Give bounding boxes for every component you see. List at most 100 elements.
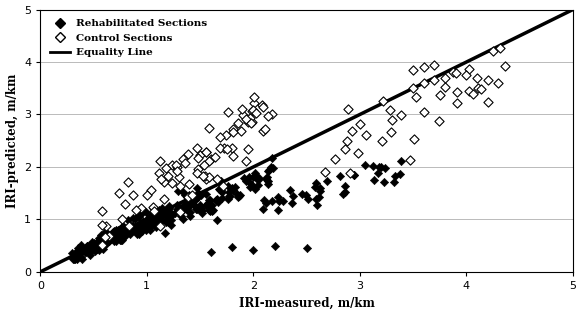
Point: [119, 225, 128, 230]
Point: [162, 210, 172, 215]
Point: [192, 206, 201, 211]
Point: [184, 181, 194, 186]
Point: [98, 236, 107, 241]
Point: [216, 146, 225, 151]
Point: [205, 198, 215, 203]
Point: [102, 236, 111, 241]
Point: [142, 217, 151, 222]
Point: [390, 174, 399, 179]
Point: [165, 210, 175, 215]
Point: [126, 232, 135, 237]
Point: [311, 197, 320, 202]
Point: [101, 234, 110, 239]
Point: [181, 161, 190, 166]
Point: [97, 240, 107, 245]
Point: [197, 209, 206, 214]
Point: [361, 132, 371, 137]
Point: [76, 242, 86, 247]
Point: [127, 227, 137, 232]
Point: [483, 100, 492, 105]
Point: [249, 94, 258, 100]
Point: [368, 164, 377, 169]
Point: [118, 235, 127, 240]
Point: [128, 227, 137, 232]
Point: [97, 223, 107, 228]
Point: [159, 180, 169, 185]
Point: [192, 170, 201, 175]
Point: [279, 198, 288, 203]
Point: [141, 227, 150, 232]
Point: [219, 184, 228, 189]
Point: [164, 206, 173, 211]
Point: [187, 194, 196, 199]
Point: [172, 164, 181, 169]
Point: [77, 256, 86, 261]
Point: [315, 186, 325, 191]
Point: [167, 180, 176, 185]
Point: [196, 205, 205, 210]
Point: [174, 175, 183, 180]
Point: [118, 224, 127, 229]
Point: [462, 73, 471, 78]
Point: [101, 241, 111, 246]
Point: [242, 158, 251, 163]
Point: [322, 178, 332, 183]
Point: [125, 223, 134, 228]
Point: [122, 227, 131, 232]
Point: [346, 170, 355, 175]
Point: [90, 247, 100, 252]
Point: [71, 253, 80, 258]
Point: [258, 128, 267, 133]
Point: [203, 201, 212, 206]
Point: [223, 109, 233, 114]
Point: [464, 67, 473, 72]
Point: [109, 238, 119, 243]
Point: [143, 220, 152, 225]
Point: [173, 203, 182, 208]
Point: [160, 196, 169, 201]
Point: [250, 171, 260, 176]
Point: [155, 208, 164, 213]
Point: [97, 240, 107, 245]
Point: [166, 218, 175, 223]
Point: [200, 163, 209, 168]
Point: [196, 152, 205, 158]
Point: [360, 163, 370, 168]
Point: [85, 253, 94, 258]
Point: [92, 247, 101, 252]
Point: [178, 209, 187, 214]
Point: [113, 234, 123, 239]
Point: [177, 205, 186, 210]
Point: [135, 221, 144, 226]
Point: [304, 197, 313, 202]
Point: [162, 212, 171, 217]
Point: [129, 192, 138, 198]
Point: [206, 249, 215, 255]
Point: [175, 209, 184, 214]
Point: [452, 100, 462, 106]
Point: [340, 183, 349, 188]
Point: [441, 84, 450, 89]
Point: [340, 189, 350, 194]
Point: [268, 112, 277, 117]
Point: [162, 215, 172, 220]
Point: [132, 231, 141, 236]
Point: [138, 219, 147, 224]
Point: [246, 116, 255, 121]
Point: [100, 237, 109, 242]
Point: [181, 200, 190, 205]
Point: [192, 146, 201, 151]
Point: [115, 238, 124, 243]
Point: [166, 223, 176, 228]
Point: [120, 202, 130, 207]
Point: [264, 113, 273, 118]
Point: [288, 193, 297, 198]
Point: [118, 216, 127, 221]
Point: [154, 220, 163, 225]
Point: [82, 244, 91, 249]
Point: [96, 239, 105, 244]
Point: [216, 179, 225, 184]
Point: [114, 227, 123, 232]
Point: [157, 211, 166, 216]
Point: [261, 201, 270, 206]
